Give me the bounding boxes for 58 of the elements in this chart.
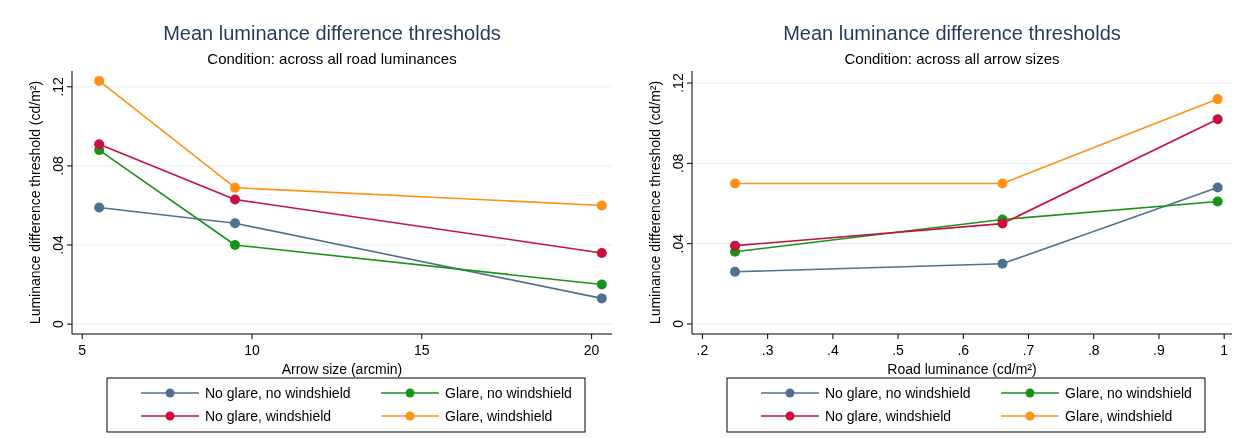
legend-label: Glare, windshield <box>1065 408 1173 424</box>
y-tick-label: .08 <box>670 153 686 174</box>
legend-label: Glare, windshield <box>445 408 553 424</box>
legend-label: No glare, windshield <box>205 408 332 424</box>
x-tick-label: 1 <box>1220 342 1229 358</box>
chart-title: Mean luminance difference thresholds <box>783 22 1121 44</box>
x-tick-label: .4 <box>827 342 839 358</box>
y-tick-label: .12 <box>670 73 686 93</box>
y-axis-title: Luminance difference threshold (cd/m²) <box>27 80 43 325</box>
point <box>596 279 607 290</box>
point <box>94 75 105 86</box>
point <box>730 240 741 251</box>
legend-label: Glare, no windshield <box>445 385 572 401</box>
x-tick-label: .8 <box>1087 342 1100 358</box>
point <box>94 202 105 213</box>
point <box>596 293 607 304</box>
y-tick-label: .08 <box>50 155 66 176</box>
x-axis-title: Arrow size (arcmin) <box>281 361 403 377</box>
point <box>230 182 241 193</box>
chart-subtitle: Condition: across all arrow sizes <box>844 50 1060 67</box>
y-tick-label: 0 <box>670 319 686 328</box>
point <box>730 178 741 189</box>
point <box>997 218 1008 229</box>
legend-label: Glare, no windshield <box>1065 385 1192 401</box>
x-tick-label: .2 <box>696 342 709 358</box>
x-tick-label: 5 <box>78 342 87 358</box>
point <box>1212 114 1223 125</box>
legend-label: No glare, windshield <box>825 408 952 424</box>
y-tick-label: .04 <box>670 233 686 254</box>
x-tick-label: 15 <box>414 342 430 358</box>
point <box>730 266 741 277</box>
y-tick-label: 0 <box>50 320 66 329</box>
point <box>596 247 607 258</box>
x-axis-title: Road luminance (cd/m²) <box>887 361 1037 377</box>
x-tick-label: .7 <box>1022 342 1035 358</box>
point <box>1212 94 1223 105</box>
x-tick-label: .3 <box>761 342 774 358</box>
point <box>230 218 241 229</box>
point <box>997 178 1008 189</box>
x-tick-label: .5 <box>892 342 905 358</box>
point <box>1212 196 1223 207</box>
chart-subtitle: Condition: across all road luminances <box>207 50 457 67</box>
point <box>1212 182 1223 193</box>
point <box>230 194 241 205</box>
y-tick-label: .12 <box>50 76 66 97</box>
point <box>596 200 607 211</box>
y-tick-label: .04 <box>50 235 66 255</box>
legend-label: No glare, no windshield <box>205 385 351 401</box>
point <box>230 240 241 251</box>
x-tick-label: 20 <box>583 342 600 358</box>
x-tick-label: .6 <box>957 342 970 358</box>
chart-title: Mean luminance difference thresholds <box>163 22 501 44</box>
legend-label: No glare, no windshield <box>825 385 971 401</box>
x-tick-label: 10 <box>244 342 260 358</box>
point <box>997 258 1008 269</box>
x-tick-label: .9 <box>1153 342 1165 358</box>
point <box>94 139 105 150</box>
y-axis-title: Luminance difference threshold (cd/m²) <box>647 80 663 325</box>
